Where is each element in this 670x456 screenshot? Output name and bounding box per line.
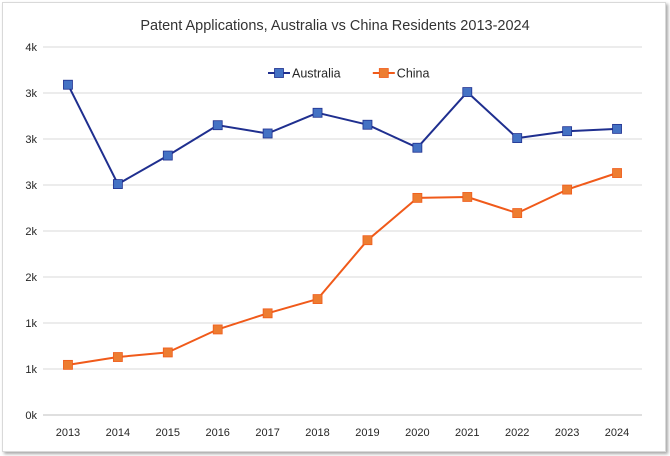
y-tick-label: 1k — [25, 318, 37, 330]
chart-title: Patent Applications, Australia vs China … — [140, 18, 529, 34]
y-tick-label: 4k — [25, 42, 37, 54]
y-tick-label: 2k — [25, 272, 37, 284]
chart-frame: Patent Applications, Australia vs China … — [2, 2, 666, 452]
y-tick-label: 2k — [25, 226, 37, 238]
data-point-australia — [512, 133, 523, 143]
gridlines — [43, 46, 642, 416]
data-point-australia — [562, 126, 573, 137]
legend-item-australia: Australia — [268, 67, 341, 81]
legend-marker-china — [378, 68, 389, 78]
data-point-australia — [162, 150, 173, 161]
data-point-china — [312, 294, 323, 304]
series-australia — [63, 79, 622, 189]
data-point-china — [63, 359, 73, 370]
data-point-australia — [212, 120, 223, 131]
x-tick-label: 2022 — [505, 427, 529, 439]
data-point-china — [362, 235, 373, 246]
x-tick-label: 2014 — [106, 427, 130, 439]
data-point-australia — [63, 79, 73, 90]
data-point-australia — [612, 123, 622, 134]
legend-marker-australia — [274, 68, 284, 78]
x-tick-label: 2017 — [255, 427, 279, 439]
data-point-australia — [112, 179, 123, 189]
line-chart: Patent Applications, Australia vs China … — [25, 18, 642, 439]
data-point-china — [562, 184, 573, 195]
x-tick-label: 2016 — [205, 427, 229, 439]
x-tick-label: 2021 — [455, 427, 479, 439]
y-tick-label: 1k — [25, 364, 37, 376]
data-point-australia — [412, 142, 423, 153]
data-point-china — [162, 347, 173, 358]
series-group — [63, 79, 622, 370]
y-tick-label: 3k — [25, 134, 37, 146]
data-point-australia — [262, 128, 273, 139]
data-point-china — [512, 208, 523, 218]
x-tick-label: 2018 — [305, 427, 329, 439]
x-tick-label: 2015 — [156, 427, 180, 439]
legend-label-china: China — [397, 67, 430, 81]
y-tick-label: 3k — [25, 88, 37, 100]
legend-label-australia: Australia — [292, 67, 341, 81]
x-tick-label: 2024 — [605, 427, 629, 439]
x-tick-label: 2013 — [56, 427, 80, 439]
x-tick-label: 2023 — [555, 427, 579, 439]
data-point-china — [412, 192, 423, 203]
x-axis-ticks: 2013 2014 2015 2016 2017 2018 2019 2020 2021 2022… — [56, 427, 630, 439]
y-tick-label: 0k — [25, 410, 37, 422]
data-point-china — [462, 192, 473, 202]
data-point-china — [112, 352, 123, 362]
x-tick-label: 2020 — [405, 427, 429, 439]
data-point-australia — [462, 87, 473, 97]
y-axis-ticks: 0k 1k 1k 2k 2k 3k 3k 3k 4k — [25, 42, 37, 422]
data-point-china — [612, 168, 622, 178]
y-tick-label: 3k — [25, 180, 37, 192]
series-line-china — [67, 172, 618, 366]
data-point-australia — [362, 119, 373, 130]
x-tick-label: 2019 — [355, 427, 379, 439]
data-point-china — [262, 308, 273, 319]
series-china — [63, 168, 622, 370]
legend: Australia China — [268, 67, 430, 81]
legend-item-china: China — [372, 67, 430, 81]
series-line-australia — [67, 84, 618, 186]
data-point-australia — [312, 107, 323, 118]
data-point-china — [212, 324, 223, 335]
